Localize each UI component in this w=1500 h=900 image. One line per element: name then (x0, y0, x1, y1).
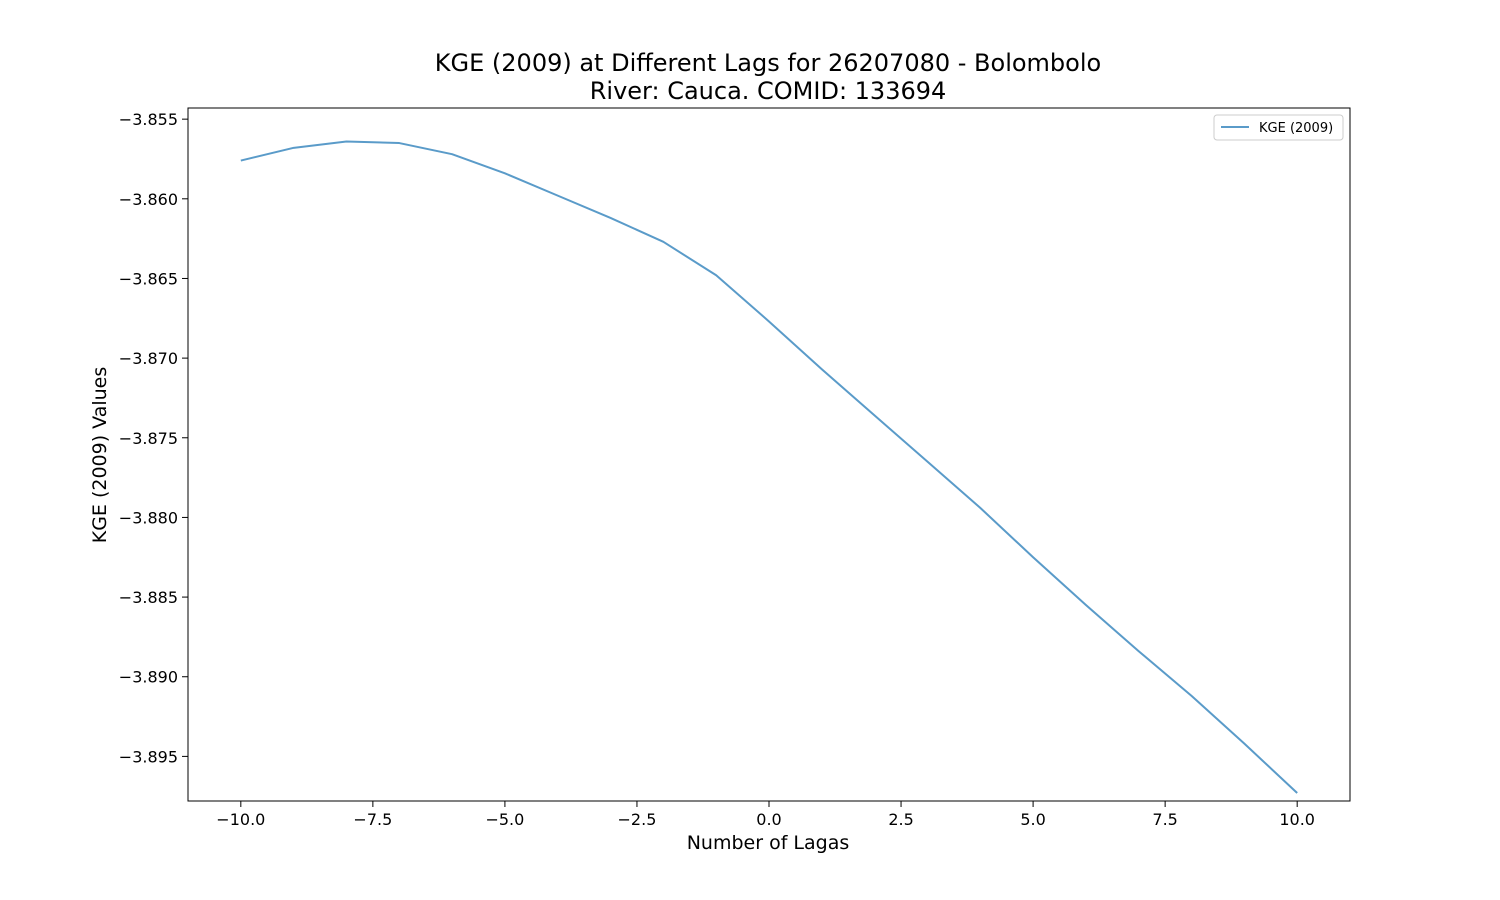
series-line-0 (240, 140, 1298, 794)
y-tick-label: −3.855 (119, 110, 178, 129)
series-layer (240, 140, 1298, 794)
y-tick-label: −3.895 (119, 747, 178, 766)
x-tick-label: 7.5 (1152, 810, 1177, 829)
y-tick-label: −3.880 (119, 508, 178, 527)
x-tick-label: 10.0 (1279, 810, 1315, 829)
x-tick-label: 5.0 (1020, 810, 1045, 829)
y-axis-label: KGE (2009) Values (89, 367, 111, 544)
x-tick-label: −5.0 (485, 810, 524, 829)
x-tick-label: −10.0 (216, 810, 265, 829)
x-axis-label: Number of Lagas (687, 832, 850, 854)
legend: KGE (2009) (1213, 114, 1344, 141)
x-tick-label: 2.5 (888, 810, 913, 829)
plot-area-frame (187, 107, 1351, 802)
y-tick-label: −3.870 (119, 349, 178, 368)
y-tick-label: −3.860 (119, 190, 178, 209)
y-tick-label: −3.885 (119, 588, 178, 607)
legend-box (1213, 114, 1344, 141)
chart-title: KGE (2009) at Different Lags for 2620708… (435, 49, 1101, 77)
y-tick-label: −3.890 (119, 668, 178, 687)
chart-subtitle: River: Cauca. COMID: 133694 (590, 77, 947, 105)
x-tick-label: −7.5 (353, 810, 392, 829)
x-axis-ticks: −10.0 −7.5 −5.0 −2.5 0.0 2.5 5.0 7.5 10.0 (216, 801, 1315, 829)
x-tick-label: −2.5 (618, 810, 657, 829)
legend-label: KGE (2009) (1259, 121, 1333, 136)
y-tick-label: −3.875 (119, 429, 178, 448)
y-tick-label: −3.865 (119, 269, 178, 288)
x-tick-label: 0.0 (756, 810, 781, 829)
y-axis-ticks: −3.855 −3.860 −3.865 −3.870 −3.875 −3.880 −3.8… (119, 110, 188, 766)
